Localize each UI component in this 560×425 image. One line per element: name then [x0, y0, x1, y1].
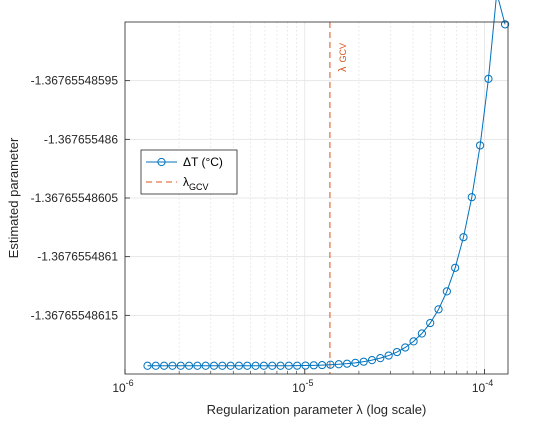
- x-tick-label: 10-4: [472, 378, 493, 395]
- data-point: [384, 351, 393, 360]
- data-point: [251, 361, 260, 370]
- data-point: [326, 360, 335, 369]
- legend-box: [140, 149, 238, 195]
- y-axis-label: Estimated parameter: [6, 137, 21, 258]
- data-point: [359, 357, 368, 366]
- legend-label-gcv-sub: GCV: [189, 182, 209, 192]
- data-point: [160, 361, 169, 370]
- legend: ΔT (°C) λGCV: [140, 149, 238, 195]
- x-tick-exponent: -5: [305, 378, 313, 388]
- data-point: [409, 337, 418, 346]
- x-tick-base: 10: [292, 381, 306, 395]
- data-point: [476, 141, 485, 150]
- series-layer: [143, 0, 510, 370]
- data-point: [293, 361, 302, 370]
- data-point: [417, 329, 426, 338]
- data-point: [218, 361, 227, 370]
- data-point: [367, 356, 377, 365]
- data-point: [268, 361, 277, 370]
- data-point: [442, 287, 451, 296]
- legend-marker-delta-t: [157, 157, 166, 167]
- y-tick-label: -1.367655486: [44, 132, 118, 146]
- data-point: [193, 361, 202, 370]
- x-tick-base: 10: [112, 381, 126, 395]
- data-point: [201, 361, 210, 370]
- gcv-annotation-sub: GCV: [338, 43, 348, 63]
- y-tick-label: -1.36765548605: [31, 191, 119, 205]
- x-axis-label: Regularization parameter λ (log scale): [207, 402, 427, 417]
- gcv-annotation: λ GCV: [337, 43, 349, 72]
- data-point: [376, 354, 385, 363]
- data-point: [317, 360, 327, 370]
- data-point: [226, 361, 235, 370]
- data-point: [284, 361, 293, 370]
- data-point: [351, 358, 360, 367]
- data-point: [392, 347, 402, 357]
- data-point: [401, 343, 410, 352]
- data-point: [467, 193, 476, 202]
- ticks: 10-6 10-5 10-4-1.36765548595-1.367655486-1…: [31, 74, 494, 395]
- data-point: [276, 361, 285, 370]
- data-point: [259, 361, 268, 370]
- legend-label-delta-t: ΔT (°C): [183, 155, 223, 169]
- data-point: [209, 361, 219, 370]
- data-point: [184, 361, 194, 370]
- data-point: [426, 318, 435, 328]
- data-point: [459, 233, 468, 242]
- data-point: [451, 263, 460, 272]
- y-tick-label: -1.36765548615: [31, 308, 119, 322]
- x-tick-label: 10-6: [112, 378, 133, 395]
- gcv-line-layer: λ GCV: [329, 22, 349, 374]
- data-point: [500, 20, 510, 29]
- data-point: [143, 361, 152, 370]
- data-point: [434, 305, 443, 314]
- x-tick-exponent: -4: [485, 378, 493, 388]
- x-tick-label: 10-5: [292, 378, 313, 395]
- legend-label-gcv: λGCV: [183, 175, 209, 192]
- y-tick-label: -1.36765548595: [31, 74, 119, 88]
- data-point: [334, 360, 343, 369]
- x-tick-base: 10: [472, 381, 486, 395]
- y-tick-label: -1.3676554861: [37, 250, 118, 264]
- data-point: [484, 74, 493, 83]
- legend-label-gcv-symbol: λ: [183, 175, 189, 189]
- data-point: [168, 361, 177, 370]
- data-point: [243, 361, 252, 370]
- data-point: [151, 361, 160, 370]
- data-point: [301, 361, 310, 370]
- x-tick-exponent: -6: [126, 378, 134, 388]
- data-point: [234, 361, 244, 370]
- data-point: [309, 361, 318, 370]
- gcv-annotation-symbol: λ: [337, 66, 349, 72]
- data-point: [176, 361, 185, 370]
- data-point: [342, 359, 352, 368]
